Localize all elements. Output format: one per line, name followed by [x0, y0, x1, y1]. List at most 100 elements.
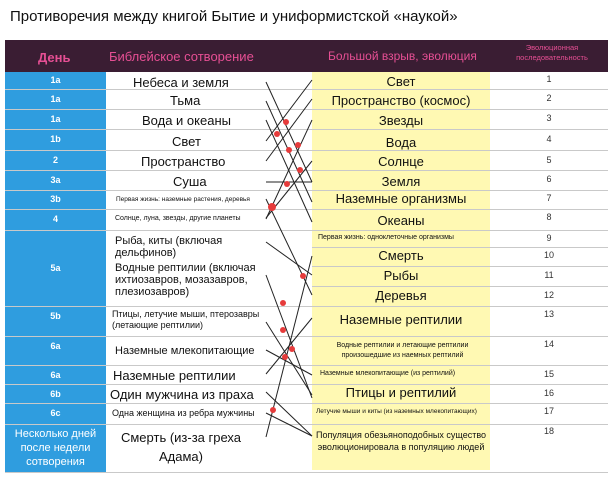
sequence-number: 8	[546, 212, 552, 222]
connector-line	[265, 198, 313, 296]
evolution-item: Летучие мыши и киты (из наземных млекопи…	[316, 408, 477, 415]
evolution-item: Деревья	[375, 288, 427, 303]
evolution-item: Звезды	[378, 113, 424, 128]
evolution-item: Океаны	[377, 213, 425, 228]
biblical-item: Наземные рептилии	[113, 368, 236, 383]
sequence-number: 2	[546, 93, 552, 103]
conflict-marker	[270, 407, 276, 413]
conflict-marker	[295, 142, 301, 148]
connector-line	[265, 412, 313, 437]
connector-line	[265, 119, 313, 223]
sequence-number: 4	[546, 134, 552, 144]
evolution-item: Первая жизнь: одноклеточные организмы	[318, 234, 454, 241]
day-label: 5b	[50, 311, 61, 321]
biblical-item: Суша	[173, 174, 207, 189]
evolution-item: Наземные млекопитающие (из рептилий)	[320, 370, 456, 377]
day-label: Несколько дней после недели сотворения	[14, 428, 97, 468]
evolution-item: Вода	[385, 135, 417, 150]
day-label: 1a	[50, 94, 61, 104]
sequence-number: 5	[546, 155, 552, 165]
evolution-item: Наземные рептилии	[339, 312, 463, 327]
biblical-item: Солнце, луна, звезды, другие планеты	[115, 215, 241, 222]
conflict-marker	[280, 300, 286, 306]
biblical-item: Смерть (из-за греха Адама)	[120, 430, 242, 464]
biblical-item: Водные рептилии (включая ихтиозавров, мо…	[115, 262, 256, 298]
header-bigbang: Большой взрыв, эволюция	[328, 49, 477, 63]
sequence-number: 16	[543, 388, 554, 398]
conflict-marker	[300, 273, 306, 279]
evolution-item: Птицы и рептилий	[345, 385, 457, 400]
connector-line	[265, 241, 313, 276]
sequence-number: 3	[546, 113, 552, 123]
header-sequence: Эволюционная последовательность	[516, 43, 588, 62]
sequence-number: 18	[543, 426, 554, 436]
evolution-item: Водные рептилии и летающие рептилии прои…	[336, 342, 469, 359]
day-label: 1a	[50, 75, 61, 85]
day-label: 3a	[50, 175, 61, 185]
day-label: 6c	[50, 408, 61, 418]
biblical-item: Первая жизнь: наземные растения, деревья	[116, 196, 250, 203]
day-label: 4	[52, 214, 58, 224]
evolution-item: Наземные организмы	[335, 191, 467, 206]
connector-line	[265, 391, 313, 437]
day-label: 2	[52, 155, 58, 165]
biblical-item: Рыба, киты (включая дельфинов)	[115, 235, 223, 259]
evolution-item: Пространство (космос)	[331, 93, 471, 108]
sequence-number: 10	[543, 250, 554, 260]
sequence-number: 11	[544, 270, 554, 280]
connector-line	[265, 79, 313, 142]
connector-line	[265, 119, 313, 220]
conflict-marker	[283, 119, 289, 125]
day-label: 6a	[50, 341, 61, 351]
sequence-number: 17	[543, 406, 554, 416]
biblical-item: Пространство	[141, 154, 226, 169]
biblical-item: Небеса и земля	[133, 75, 229, 90]
biblical-item: Тьма	[170, 93, 201, 108]
sequence-number: 9	[546, 233, 552, 243]
connector-line	[265, 321, 313, 396]
conflict-marker	[274, 131, 280, 137]
day-label: 1a	[50, 114, 61, 124]
table-header: День Библейское сотворение Большой взрыв…	[5, 40, 608, 72]
biblical-item: Вода и океаны	[142, 113, 231, 128]
header-day: День	[38, 50, 71, 65]
day-label: 6a	[50, 370, 61, 380]
connector-line	[265, 98, 313, 162]
conflict-marker	[282, 354, 288, 360]
day-label: 5a	[50, 263, 61, 273]
page-title: Противоречия между книгой Бытие и унифор…	[10, 8, 458, 25]
connector-line	[265, 255, 313, 438]
conflict-marker	[284, 181, 290, 187]
biblical-item: Один мужчина из праха	[110, 387, 254, 402]
day-label: 3b	[50, 194, 61, 204]
day-label: 1b	[50, 134, 61, 144]
day-label: 6b	[50, 389, 61, 399]
connector-line	[265, 349, 313, 376]
conflict-marker	[289, 346, 295, 352]
biblical-item: Одна женщина из ребра мужчины	[112, 408, 255, 418]
biblical-item: Птицы, летучие мыши, птерозавры (летающи…	[112, 309, 260, 330]
evolution-item: Смерть	[378, 248, 424, 263]
biblical-item: Свет	[172, 134, 201, 149]
evolution-item: Солнце	[378, 154, 424, 169]
sequence-number: 12	[543, 290, 554, 300]
day-column	[5, 72, 106, 472]
evolution-item: Земля	[381, 174, 421, 189]
sequence-number: 6	[546, 174, 552, 184]
sequence-number: 7	[546, 193, 552, 203]
sequence-number: 1	[546, 74, 552, 84]
connector-line	[265, 81, 313, 183]
sequence-number: 13	[543, 309, 554, 319]
header-biblical: Библейское сотворение	[109, 49, 254, 64]
evolution-item: Популяция обезьяноподобных существо эвол…	[316, 430, 487, 452]
evolution-item: Свет	[386, 74, 416, 89]
conflict-marker	[286, 147, 292, 153]
connector-line	[265, 274, 313, 399]
biblical-item: Наземные млекопитающие	[115, 345, 255, 357]
sequence-number: 15	[543, 369, 554, 379]
conflict-marker	[297, 167, 303, 173]
evolution-item: Рыбы	[383, 268, 419, 283]
sequence-number: 14	[543, 339, 554, 349]
conflict-marker	[268, 203, 276, 211]
